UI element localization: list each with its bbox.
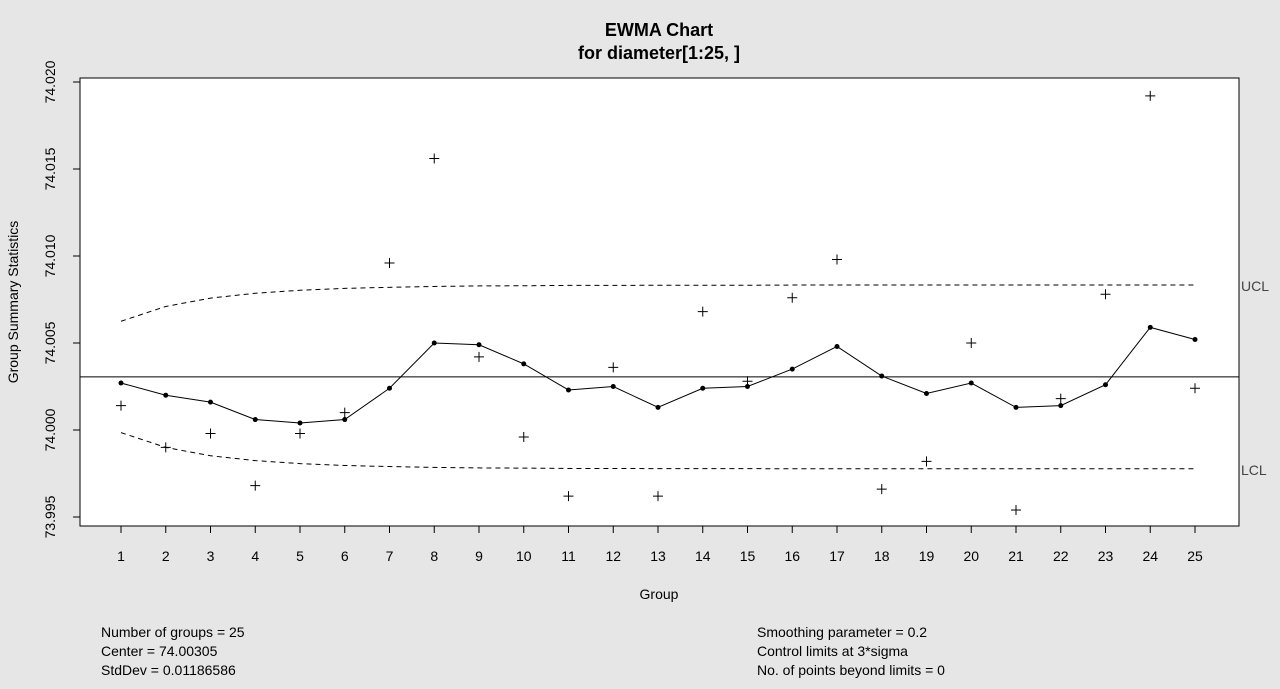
y-tick-label: 74.015 [42, 147, 58, 190]
ewma-point [611, 384, 616, 389]
y-tick-label: 73.995 [42, 495, 58, 538]
info-stddev: StdDev = 0.01186586 [101, 661, 245, 680]
info-beyond: No. of points beyond limits = 0 [757, 661, 945, 680]
ewma-point [253, 417, 258, 422]
ewma-point [521, 361, 526, 366]
ewma-point [477, 342, 482, 347]
x-tick-label: 9 [475, 548, 483, 564]
x-tick-label: 5 [296, 548, 304, 564]
y-tick-label: 74.010 [42, 234, 58, 277]
x-tick-label: 17 [829, 548, 845, 564]
x-tick-label: 18 [874, 548, 890, 564]
x-tick-label: 7 [386, 548, 394, 564]
ewma-point [969, 381, 974, 386]
ewma-point [656, 405, 661, 410]
ewma-point [924, 391, 929, 396]
x-tick-label: 8 [430, 548, 438, 564]
x-tick-label: 16 [784, 548, 800, 564]
ewma-point [298, 421, 303, 426]
ewma-point [1148, 325, 1153, 330]
chart-canvas: EWMA Chart for diameter[1:25, ] Group Gr… [0, 0, 1280, 620]
x-tick-label: 15 [740, 548, 756, 564]
ewma-point [835, 344, 840, 349]
info-smoothing: Smoothing parameter = 0.2 [757, 623, 945, 642]
y-tick-label: 74.020 [42, 60, 58, 103]
x-tick-label: 1 [117, 548, 125, 564]
ewma-point [432, 341, 437, 346]
x-tick-label: 6 [341, 548, 349, 564]
x-tick-label: 10 [516, 548, 532, 564]
y-axis-label: Group Summary Statistics [5, 221, 21, 384]
ewma-point [163, 393, 168, 398]
x-axis-label: Group [640, 586, 679, 602]
x-tick-label: 2 [162, 548, 170, 564]
info-left: Number of groups = 25 Center = 74.00305 … [101, 623, 245, 680]
ucl-label: UCL [1241, 278, 1269, 294]
ewma-point [342, 417, 347, 422]
x-tick-label: 4 [251, 548, 259, 564]
info-groups: Number of groups = 25 [101, 623, 245, 642]
chart-subtitle: for diameter[1:25, ] [578, 43, 740, 63]
x-tick-label: 24 [1142, 548, 1158, 564]
ewma-point [566, 387, 571, 392]
ewma-point [790, 367, 795, 372]
x-tick-label: 22 [1053, 548, 1069, 564]
y-tick-label: 74.005 [42, 321, 58, 364]
ewma-point [879, 374, 884, 379]
ewma-point [1014, 405, 1019, 410]
plot-area [80, 78, 1239, 526]
x-tick-label: 21 [1008, 548, 1024, 564]
ewma-point [119, 381, 124, 386]
ewma-point [1103, 382, 1108, 387]
x-tick-label: 19 [919, 548, 935, 564]
x-tick-label: 25 [1187, 548, 1203, 564]
ewma-point [1193, 337, 1198, 342]
x-tick-label: 3 [207, 548, 215, 564]
ewma-point [208, 400, 213, 405]
ewma-point [700, 386, 705, 391]
info-limits: Control limits at 3*sigma [757, 642, 945, 661]
info-center: Center = 74.00305 [101, 642, 245, 661]
chart-title: EWMA Chart [605, 20, 713, 40]
x-tick-label: 20 [963, 548, 979, 564]
x-tick-label: 12 [605, 548, 621, 564]
ewma-point [1058, 403, 1063, 408]
y-tick-label: 74.000 [42, 408, 58, 451]
lcl-label: LCL [1241, 462, 1267, 478]
x-tick-label: 11 [561, 548, 576, 564]
x-tick-label: 13 [650, 548, 666, 564]
info-right: Smoothing parameter = 0.2 Control limits… [757, 623, 945, 680]
x-tick-label: 14 [695, 548, 711, 564]
ewma-point [387, 386, 392, 391]
x-tick-label: 23 [1098, 548, 1114, 564]
